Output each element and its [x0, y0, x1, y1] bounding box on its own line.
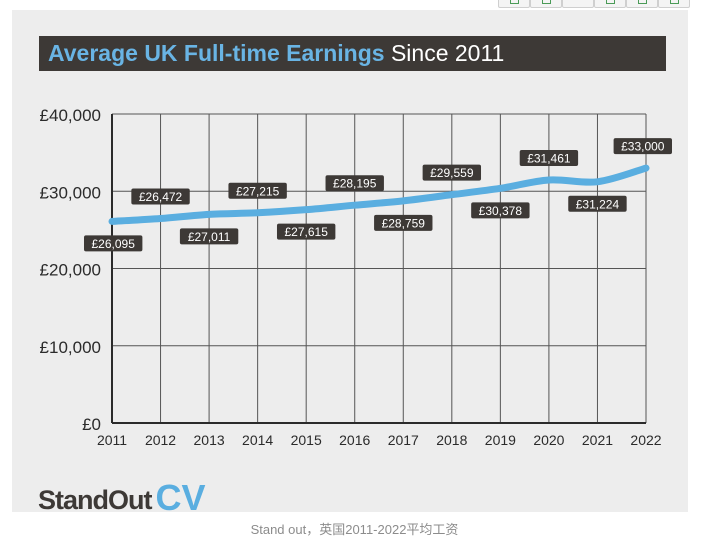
data-label-box — [276, 223, 336, 240]
toolbar-button[interactable] — [562, 0, 594, 8]
data-label-text: £26,472 — [139, 190, 183, 204]
toolbar-strip — [488, 0, 690, 8]
data-label-text: £28,759 — [382, 216, 426, 230]
standoutcv-logo: StandOut CV — [38, 476, 206, 516]
data-label: £29,559 — [422, 164, 482, 181]
toolbar-icon — [606, 0, 615, 4]
data-label: £30,378 — [471, 202, 530, 219]
data-label-box — [374, 214, 433, 231]
data-label: £26,472 — [131, 188, 190, 205]
data-label-box — [228, 182, 287, 199]
data-label-text: £27,215 — [236, 184, 280, 198]
data-point — [644, 166, 648, 170]
data-label-box — [179, 228, 239, 245]
data-label: £27,615 — [276, 223, 336, 240]
logo-cv: CV — [155, 477, 206, 518]
data-point — [450, 193, 454, 197]
x-tick-label: 2018 — [436, 432, 467, 448]
data-point — [498, 186, 502, 190]
y-tick-label: £40,000 — [40, 106, 101, 125]
toolbar-button[interactable] — [658, 0, 690, 8]
data-label-text: £31,461 — [527, 151, 571, 165]
x-tick-label: 2014 — [242, 432, 273, 448]
data-label-text: £27,011 — [188, 230, 231, 244]
data-label-box — [471, 202, 530, 219]
data-label-text: £28,195 — [333, 177, 377, 191]
y-tick-label: £30,000 — [40, 183, 101, 202]
toolbar-icon — [510, 0, 519, 4]
data-label-box — [613, 138, 672, 155]
data-label-box — [325, 175, 384, 192]
data-point — [304, 208, 308, 212]
x-tick-label: 2013 — [194, 432, 225, 448]
data-point — [595, 180, 599, 184]
chart-card — [12, 10, 688, 512]
data-point — [207, 212, 211, 216]
x-tick-label: 2011 — [97, 432, 127, 448]
data-label-text: £29,559 — [430, 166, 474, 180]
series-layer — [108, 164, 650, 225]
data-label: £31,224 — [568, 195, 627, 212]
data-label-text: £30,378 — [479, 204, 523, 218]
data-labels: £26,095 £26,472 £27,011 £27,215 £27,615 £28,1… — [84, 138, 672, 252]
data-label: £31,461 — [519, 149, 579, 166]
data-label-box — [131, 188, 190, 205]
logo-word: StandOut — [38, 485, 152, 515]
x-tick-label: 2020 — [533, 432, 564, 448]
x-tick-label: 2015 — [291, 432, 322, 448]
data-label-box — [568, 195, 627, 212]
y-tick-label: £10,000 — [40, 338, 101, 357]
data-point — [110, 219, 114, 223]
chart-title-rest: Since 2011 — [384, 40, 505, 66]
data-point — [256, 211, 260, 215]
data-point — [401, 199, 405, 203]
data-label-text: £33,000 — [621, 140, 665, 154]
toolbar-button[interactable] — [530, 0, 562, 8]
axes: £0 £10,000 £20,000 £30,000 £40,000 2011 2012 20… — [40, 106, 662, 448]
x-tick-label: 2016 — [339, 432, 370, 448]
x-tick-label: 2019 — [485, 432, 516, 448]
chart-title-highlight: Average UK Full-time Earnings — [48, 40, 385, 66]
toolbar-icon — [638, 0, 647, 4]
data-label: £28,759 — [374, 214, 433, 231]
data-label: £27,011 — [179, 228, 239, 245]
image-caption: Stand out，英国2011-2022平均工资 — [250, 522, 459, 537]
x-tick-label: 2021 — [582, 432, 613, 448]
data-point — [159, 217, 163, 221]
x-tick-label: 2017 — [388, 432, 419, 448]
y-tick-label: £20,000 — [40, 261, 101, 280]
data-point — [353, 203, 357, 207]
toolbar-button[interactable] — [626, 0, 658, 8]
toolbar-button[interactable] — [498, 0, 530, 8]
x-tick-label: 2022 — [630, 432, 661, 448]
y-tick-label: £0 — [82, 415, 101, 434]
toolbar-icon — [670, 0, 679, 4]
data-label: £33,000 — [613, 138, 672, 155]
data-label-text: £26,095 — [92, 237, 136, 251]
data-label: £26,095 — [84, 235, 143, 252]
data-point — [547, 178, 551, 182]
toolbar-icon — [542, 0, 551, 4]
x-tick-label: 2012 — [145, 432, 176, 448]
data-label: £27,215 — [228, 182, 287, 199]
chart-title-bar: Average UK Full-time Earnings Since 2011 — [39, 36, 666, 71]
data-label-text: £31,224 — [576, 197, 620, 211]
data-label-box — [519, 149, 579, 166]
data-label-text: £27,615 — [284, 225, 328, 239]
earnings-series-line — [108, 164, 650, 225]
data-label: £28,195 — [325, 175, 384, 192]
toolbar-button[interactable] — [594, 0, 626, 8]
data-label-box — [84, 235, 143, 252]
data-label-box — [422, 164, 482, 181]
